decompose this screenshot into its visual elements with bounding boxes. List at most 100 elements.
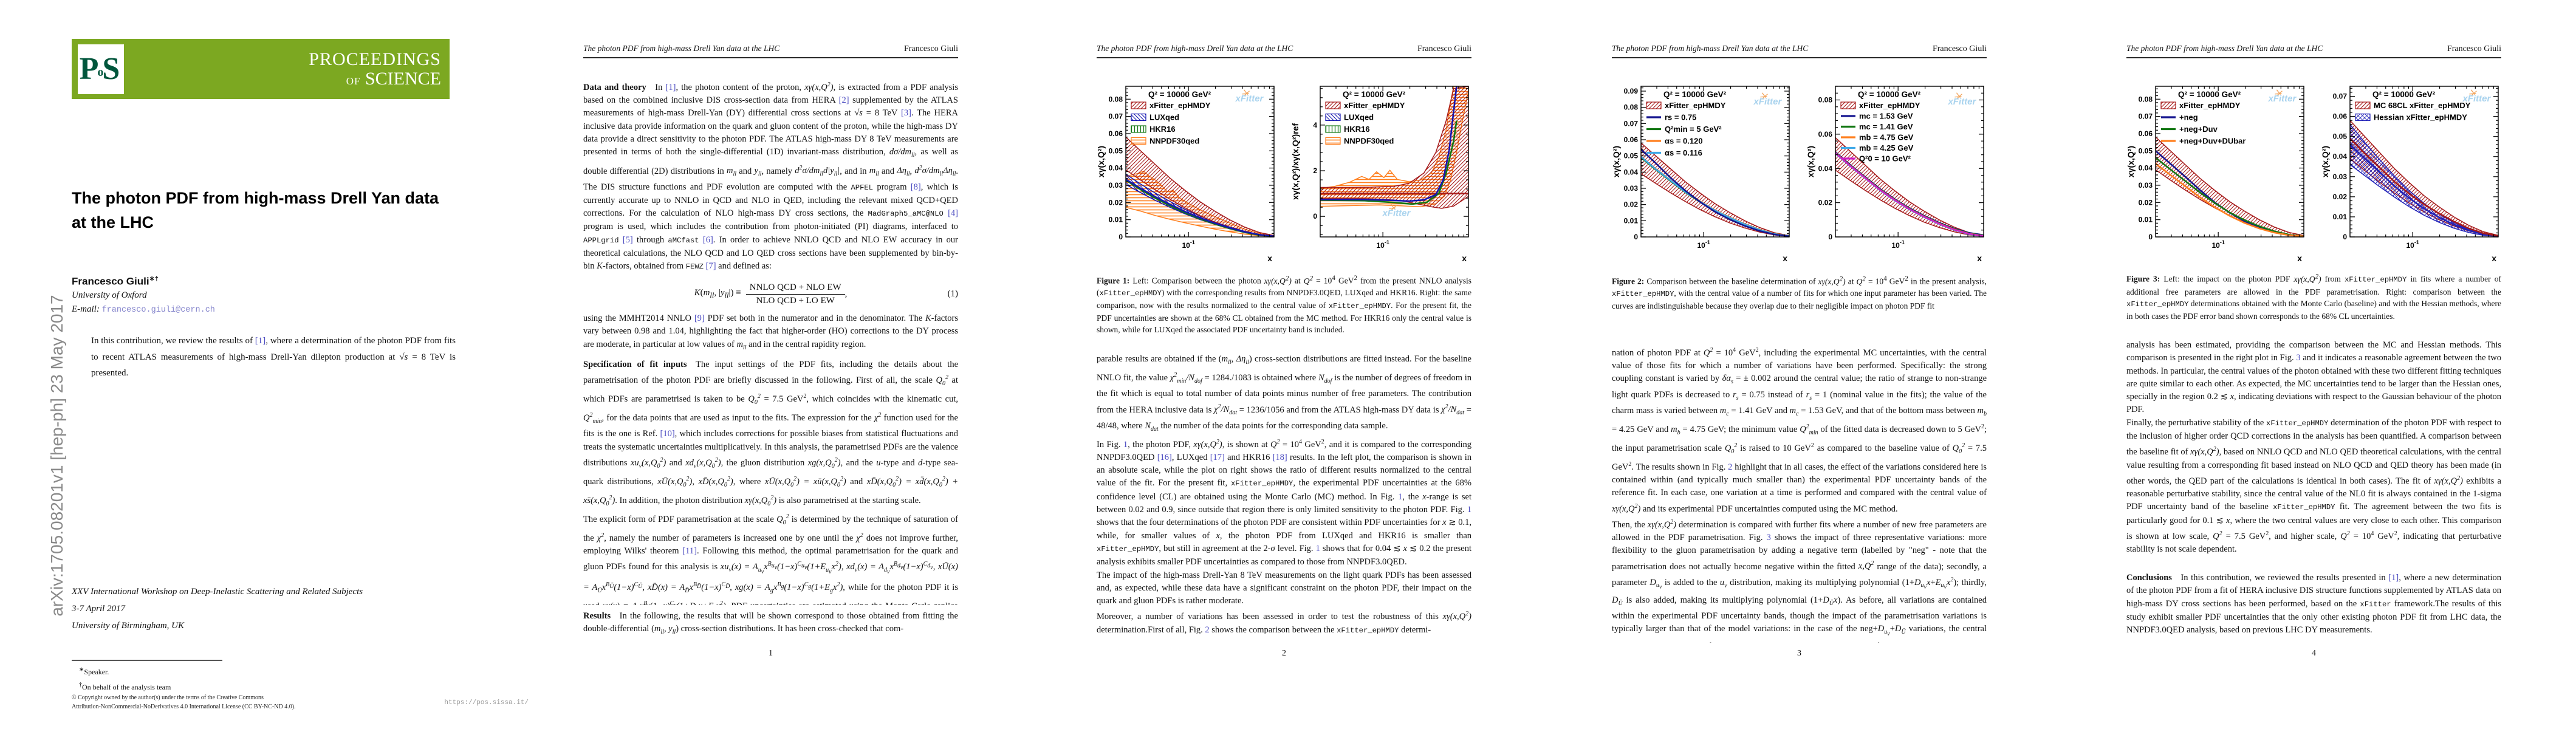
svg-text:0.03: 0.03	[1624, 184, 1639, 193]
svg-text:xγ(x,Q²)/xγ(x,Q²)ref: xγ(x,Q²)/xγ(x,Q²)ref	[1290, 123, 1300, 200]
svg-text:LUXqed: LUXqed	[1344, 113, 1374, 122]
svg-text:0.03: 0.03	[1109, 181, 1123, 190]
figure-2-input-parameter-variations: 0 0.01 0.02 0.03 0.04 0.05 0.06 0.07 0.08 0.09 10-…	[1612, 86, 1984, 263]
email-row: E-mail: francesco.giuli@cern.ch	[72, 304, 215, 315]
svg-text:mb = 4.75 GeV: mb = 4.75 GeV	[1859, 133, 1914, 142]
pos-logo-letter-o: o	[97, 66, 104, 79]
paragraph: Results In the following, the results th…	[583, 611, 958, 636]
svg-text:xFitter: xFitter	[1235, 94, 1264, 104]
page-3: The photon PDF from high-mass Drell Yan …	[1603, 0, 2096, 729]
pos-site-link[interactable]: https://pos.sissa.it/	[444, 699, 529, 707]
pos-logo-letter-p: P	[79, 52, 99, 86]
svg-text:0.02: 0.02	[2333, 193, 2348, 201]
svg-text:0.02: 0.02	[1624, 200, 1639, 209]
author-name: Francesco Giuli∗†	[72, 275, 159, 287]
svg-text:xFitter_epHMDY: xFitter_epHMDY	[2179, 101, 2241, 110]
svg-text:HKR16: HKR16	[1344, 125, 1370, 134]
svg-text:0.08: 0.08	[1624, 103, 1639, 112]
figure-1-photon-pdf-comparison: 0 0.01 0.02 0.03 0.04 0.05 0.06 0.07 0.08 10-1 x xγ…	[1097, 86, 1469, 263]
svg-text:0.01: 0.01	[2139, 216, 2153, 224]
svg-text:0.01: 0.01	[1624, 216, 1639, 225]
svg-text:Q² = 10000 GeV²: Q² = 10000 GeV²	[1343, 90, 1406, 99]
running-header: The photon PDF from high-mass Drell Yan …	[583, 44, 958, 58]
email-link[interactable]: francesco.giuli@cern.ch	[101, 306, 215, 315]
running-header-title: The photon PDF from high-mass Drell Yan …	[1612, 44, 1809, 53]
svg-text:0.08: 0.08	[1109, 95, 1123, 103]
svg-text:0.05: 0.05	[2139, 146, 2153, 155]
svg-text:0.06: 0.06	[2333, 112, 2348, 121]
brand-line-1: PROCEEDINGS	[309, 49, 441, 70]
svg-text:0.08: 0.08	[2139, 95, 2153, 103]
svg-text:0.05: 0.05	[1624, 152, 1639, 160]
paragraph: In Fig. 1, the photon PDF, xγ(x,Q2), is …	[1097, 438, 1471, 567]
svg-text:+neg+Duv: +neg+Duv	[2179, 125, 2218, 134]
svg-text:0.04: 0.04	[2139, 164, 2153, 173]
svg-text:αs = 0.120: αs = 0.120	[1665, 137, 1703, 146]
svg-text:0.01: 0.01	[1109, 216, 1123, 224]
conference-name: XXV International Workshop on Deep-Inela…	[72, 587, 363, 597]
svg-text:0: 0	[1118, 233, 1123, 241]
svg-text:mc = 1.41 GeV: mc = 1.41 GeV	[1859, 122, 1913, 131]
body-text: parable results are obtained if the (mll…	[1097, 353, 1471, 634]
svg-text:0.04: 0.04	[2333, 152, 2348, 161]
svg-text:0.04: 0.04	[1109, 164, 1123, 173]
svg-text:0.02: 0.02	[1109, 198, 1123, 207]
svg-text:0: 0	[2148, 233, 2153, 241]
body-text: Results In the following, the results th…	[583, 610, 958, 638]
paragraph: The explicit form of PDF parametrisation…	[583, 513, 958, 605]
running-header: The photon PDF from high-mass Drell Yan …	[1612, 44, 1987, 58]
equation-denominator: NLO QCD + LO EW	[745, 293, 845, 306]
footnote-team: †On behalf of the analysis team	[79, 682, 171, 691]
svg-text:0.02: 0.02	[1818, 199, 1833, 207]
paper-title: The photon PDF from high-mass Drell Yan …	[72, 189, 439, 231]
svg-text:0.01: 0.01	[2333, 213, 2348, 221]
paragraph: Specification of fit inputs The input se…	[583, 360, 958, 507]
svg-text:xFitter: xFitter	[1382, 208, 1411, 218]
svg-text:xγ(x,Q²): xγ(x,Q²)	[2320, 146, 2330, 177]
page-title: arXiv:1705.08201v1 [hep-ph] 23 May 2017 …	[47, 0, 550, 729]
figure-2-caption: Figure 2: Comparison between the baselin…	[1612, 275, 1987, 310]
svg-text:xFitter: xFitter	[2462, 94, 2491, 104]
running-header-author: Francesco Giuli	[2447, 44, 2501, 53]
svg-text:0.03: 0.03	[2333, 173, 2348, 181]
svg-text:xγ(x,Q²): xγ(x,Q²)	[1612, 146, 1621, 177]
page-number: 4	[2312, 649, 2316, 658]
running-header: The photon PDF from high-mass Drell Yan …	[2126, 44, 2501, 58]
svg-text:0: 0	[2343, 233, 2347, 241]
page-number: 1	[769, 649, 773, 658]
footnotes: ∗Speaker. †On behalf of the analysis tea…	[79, 663, 171, 694]
email-label: E-mail:	[72, 304, 100, 314]
svg-text:0.07: 0.07	[2139, 112, 2153, 121]
svg-text:x: x	[1462, 253, 1467, 263]
svg-text:Q²0 = 10 GeV²: Q²0 = 10 GeV²	[1859, 154, 1911, 163]
svg-text:x: x	[1267, 253, 1272, 263]
page-number: 3	[1797, 649, 1801, 658]
svg-text:0.06: 0.06	[1109, 129, 1123, 138]
paragraph: Conclusions In this contribution, we rev…	[2126, 573, 2501, 635]
svg-text:2: 2	[1313, 166, 1317, 175]
equation-number: (1)	[947, 289, 959, 299]
conclusions-text: Conclusions In this contribution, we rev…	[2126, 572, 2501, 652]
running-header-title: The photon PDF from high-mass Drell Yan …	[583, 44, 780, 53]
page-number: 2	[1282, 649, 1286, 658]
page-1: The photon PDF from high-mass Drell Yan …	[574, 0, 1066, 729]
svg-text:0: 0	[1634, 233, 1638, 241]
conference-info: XXV International Workshop on Deep-Inela…	[72, 583, 363, 634]
equation-fraction: NNLO QCD + NLO EW NLO QCD + LO EW	[745, 282, 845, 306]
svg-text:0.03: 0.03	[2139, 181, 2153, 190]
svg-text:xFitter_epHMDY: xFitter_epHMDY	[1344, 101, 1405, 110]
svg-text:Hessian xFitter_epHMDY: Hessian xFitter_epHMDY	[2374, 113, 2467, 122]
svg-text:HKR16: HKR16	[1149, 125, 1176, 134]
svg-text:0.02: 0.02	[2139, 198, 2153, 207]
svg-text:0.06: 0.06	[2139, 129, 2153, 138]
equation-lhs: K(mll, |yll|) ≡	[694, 288, 741, 299]
body-text: nation of photon PDF at Q2 = 104 GeV2, i…	[1612, 344, 1987, 643]
svg-text:10-1: 10-1	[1182, 239, 1194, 250]
svg-text:x: x	[1977, 253, 1982, 263]
svg-text:x: x	[2492, 253, 2496, 263]
svg-text:xFitter: xFitter	[1947, 97, 1976, 107]
svg-text:xFitter_epHMDY: xFitter_epHMDY	[1149, 101, 1211, 110]
figure-3-caption: Figure 3: Left: the impact on the photon…	[2126, 273, 2501, 321]
